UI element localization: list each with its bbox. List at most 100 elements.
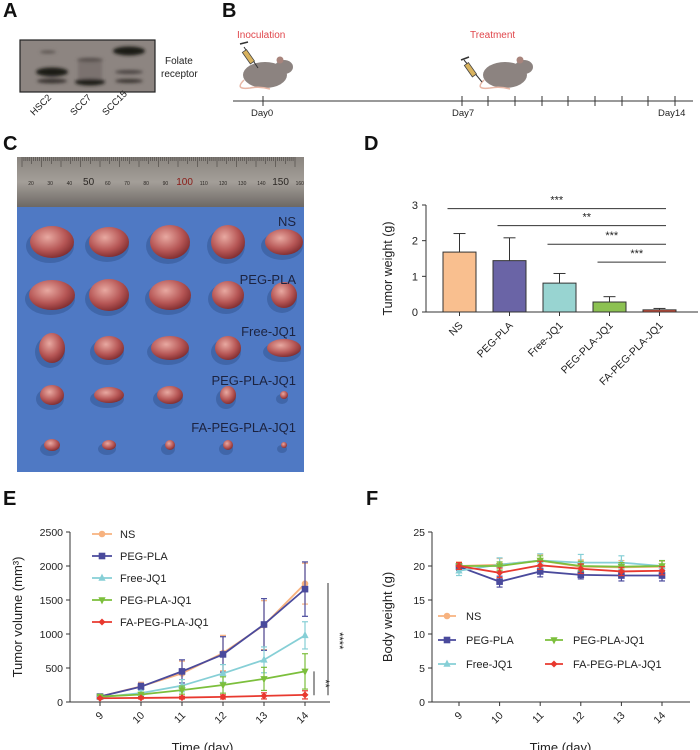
data-point-marker xyxy=(98,573,106,581)
tumor-specimen xyxy=(267,339,301,357)
data-point-marker xyxy=(455,562,463,570)
data-point-marker xyxy=(658,567,666,575)
y-tick-label: 0 xyxy=(419,697,425,709)
series-line xyxy=(99,693,306,700)
tumor-specimen xyxy=(271,282,297,308)
x-tick-label: 13 xyxy=(611,710,628,727)
y-tick-label: 1 xyxy=(412,271,418,283)
y-axis-label: Tumor weight (g) xyxy=(381,221,395,315)
ruler-number: 20 xyxy=(28,181,34,187)
tick-label-day0: Day0 xyxy=(251,108,273,119)
data-point-marker xyxy=(178,668,186,675)
tumor-specimen xyxy=(151,336,189,360)
y-tick-label: 5 xyxy=(419,663,425,675)
legend-label: PEG-PLA xyxy=(466,635,514,647)
tumor-specimen xyxy=(157,386,183,404)
tick-label-day14: Day14 xyxy=(658,108,685,119)
data-point-marker xyxy=(301,630,309,639)
y-tick-label: 25 xyxy=(413,527,425,539)
x-tick-label: 11 xyxy=(172,710,188,726)
band-scc15-main xyxy=(113,46,145,56)
tumor-specimen xyxy=(212,281,244,309)
x-tick-label: 14 xyxy=(651,710,668,727)
legend-label: PEG-PLA xyxy=(120,551,168,563)
series-line xyxy=(99,588,306,698)
bar-peg-pla xyxy=(492,260,527,313)
significance-label: *** xyxy=(605,230,619,242)
ruler-number: 40 xyxy=(67,181,73,187)
data-point-marker xyxy=(98,597,106,605)
tumor-specimen xyxy=(149,280,191,310)
treatment-timeline: Inoculation Treatment Day0 Day xyxy=(233,30,693,119)
data-point-marker xyxy=(496,578,503,585)
series-line xyxy=(99,634,306,699)
x-tick-label: NS xyxy=(447,320,466,339)
ruler-number: 90 xyxy=(163,181,169,187)
tumor-volume-line-chart: Tumor volume (mm³) Time (day) 0 500 1000 15… xyxy=(10,527,345,750)
significance-label: ** xyxy=(582,212,591,224)
data-point-marker xyxy=(536,561,544,569)
band-scc15-low xyxy=(115,70,143,74)
ruler-number: 130 xyxy=(238,181,247,187)
legend-item-peg-pla: PEG-PLA xyxy=(92,551,168,563)
bar-free-jq1 xyxy=(542,282,577,313)
legend-item-peg-pla-jq1: PEG-PLA-JQ1 xyxy=(545,635,645,647)
ruler-number: 80 xyxy=(143,181,149,187)
group-label-peg-pla-jq1: PEG-PLA-JQ1 xyxy=(211,373,296,388)
data-point-marker xyxy=(219,669,227,677)
y-tick-label: 2000 xyxy=(40,561,64,573)
mouse-icon-treatment xyxy=(479,56,533,90)
ruler-number: 160 xyxy=(296,181,305,187)
legend-item-fa-peg-pla-jq1: FA-PEG-PLA-JQ1 xyxy=(92,617,209,629)
tumor-specimen xyxy=(102,440,116,450)
data-point-marker xyxy=(496,569,504,577)
ruler-number: 100 xyxy=(176,177,193,188)
y-axis-label: Tumor volume (mm³) xyxy=(10,557,25,678)
tumor-specimen xyxy=(44,439,60,451)
y-tick-label: 3 xyxy=(412,200,418,212)
bar-ns xyxy=(442,251,477,313)
x-axis-label: Time (day) xyxy=(530,740,592,750)
legend-item-free-jq1: Free-JQ1 xyxy=(92,573,166,585)
ruler-number: 110 xyxy=(200,181,208,187)
syringe-icon-inoculation xyxy=(239,41,259,69)
tumor-grid xyxy=(25,225,303,456)
tumor-specimen xyxy=(94,336,124,360)
tumor-specimen xyxy=(165,440,175,450)
y-tick-label: 20 xyxy=(413,561,425,573)
blot-label-line1: Folate xyxy=(165,56,193,67)
y-tick-label: 10 xyxy=(413,629,425,641)
legend-item-ns: NS xyxy=(92,529,135,541)
legend-item-free-jq1: Free-JQ1 xyxy=(438,659,512,671)
treatment-label: Treatment xyxy=(470,30,515,41)
tumor-specimen xyxy=(94,387,124,403)
tumor-specimen xyxy=(30,226,74,258)
ruler-marks: 20 30 40 50 60 70 80 90 100 110 120 130 140 150 160 xyxy=(21,157,305,188)
ruler-number: 70 xyxy=(124,181,130,187)
legend-label: FA-PEG-PLA-JQ1 xyxy=(573,659,662,671)
x-tick-label: 10 xyxy=(130,710,147,727)
photo-background xyxy=(17,157,304,472)
group-label-peg-pla: PEG-PLA xyxy=(240,272,297,287)
panel-label-b: B xyxy=(222,0,237,22)
tumor-specimen xyxy=(150,225,190,259)
series-fa-peg-pla-jq1 xyxy=(455,560,666,579)
ruler-number: 150 xyxy=(272,177,289,188)
data-point-marker xyxy=(260,621,268,628)
legend-label: Free-JQ1 xyxy=(120,573,166,585)
lane-label-scc15: SCC15 xyxy=(100,89,129,118)
tumor-specimen xyxy=(280,391,288,399)
legend-label: NS xyxy=(120,529,135,541)
y-tick-label: 15 xyxy=(413,595,425,607)
series-line xyxy=(458,565,662,583)
tumor-specimen xyxy=(281,442,287,448)
lane-label-hsc2: HSC2 xyxy=(28,92,54,118)
data-point-marker xyxy=(301,691,309,699)
x-tick-label: 9 xyxy=(94,710,107,723)
bar-fa-peg-pla-jq1 xyxy=(642,309,677,313)
data-point-marker xyxy=(443,612,451,620)
group-label-free-jq1: Free-JQ1 xyxy=(241,324,296,339)
data-point-marker xyxy=(550,637,558,645)
ruler-number: 140 xyxy=(257,181,266,187)
